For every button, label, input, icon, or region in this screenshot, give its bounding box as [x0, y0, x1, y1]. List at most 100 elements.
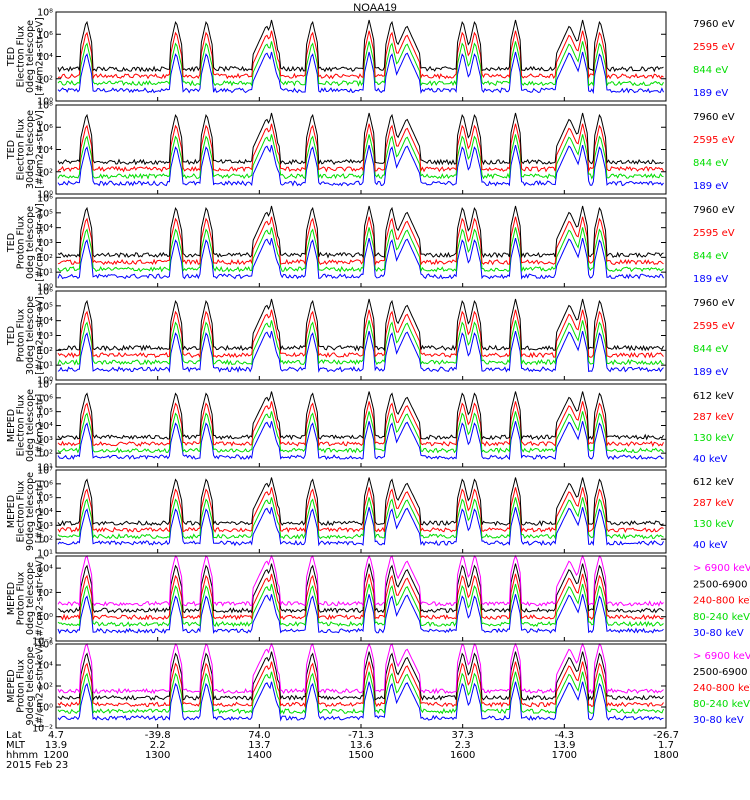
legend-entry: 189 eV [693, 367, 728, 378]
series-line-ted-e-30-3 [57, 144, 664, 187]
y-tick-label: 10¹ [37, 268, 53, 279]
y-tick-label: 10⁻² [32, 724, 53, 735]
y-label-line: [#/cm2-s-str-eV] [35, 17, 46, 96]
y-label-line: TED [6, 233, 17, 253]
y-label-line: [#/cm2-s-str] [35, 394, 46, 457]
legend-entry: 189 eV [693, 274, 728, 285]
series-line-meped-p-90-2 [57, 661, 664, 709]
y-tick-label: 10⁰ [37, 97, 53, 108]
series-line-ted-p-30-2 [57, 320, 664, 366]
y-tick-label: 10⁰ [37, 283, 53, 294]
y-label-line: TED [6, 326, 17, 346]
y-tick-label: 10⁶ [37, 640, 53, 651]
legend-entry: 2595 eV [693, 321, 735, 332]
y-label-line: 30deg telescope [25, 296, 36, 375]
series-line-ted-e-30-0 [57, 112, 664, 166]
legend-entry: 844 eV [693, 158, 728, 169]
y-tick-label: 10¹ [37, 549, 53, 560]
y-tick-label: 10² [37, 588, 53, 599]
series-line-ted-p-30-3 [57, 330, 664, 374]
footer-value: -39.8 [145, 730, 171, 741]
y-tick-label: 10⁶ [37, 287, 53, 298]
y-tick-label: 10⁸ [37, 8, 53, 19]
y-label-line: Electron Flux [16, 25, 27, 87]
series-line-ted-e-30-1 [57, 123, 664, 173]
footer-value: 37.3 [452, 730, 474, 741]
legend-entry: > 6900 keV [693, 563, 750, 574]
legend-entry: 612 keV [693, 477, 734, 488]
legend-entry: 287 keV [693, 498, 734, 509]
footer-value: -26.7 [653, 730, 679, 741]
series-line-meped-p-0-3 [57, 583, 664, 628]
y-tick-label: 10⁴ [37, 52, 53, 63]
y-tick-label: 10¹ [37, 361, 53, 372]
y-label-line: [#/cm2-s-str-eV] [35, 296, 46, 375]
panel-frame [55, 104, 667, 195]
y-label-line: [#/cm2-s-str-keV] [35, 644, 46, 728]
y-label-line: MEPED [6, 669, 17, 702]
legend-entry: 40 keV [693, 540, 727, 551]
footer-value: 1200 [43, 750, 68, 761]
series-line-ted-e-30-2 [57, 134, 664, 180]
y-label-line: Proton Flux [16, 215, 27, 269]
footer-value: 13.7 [248, 740, 270, 751]
series-line-meped-e-90-1 [57, 487, 664, 534]
y-tick-label: 10⁶ [37, 30, 53, 41]
y-tick-label: 10² [37, 253, 53, 264]
footer-value: 4.7 [48, 730, 64, 741]
footer-value: 1700 [552, 750, 577, 761]
legend-entry: 844 eV [693, 251, 728, 262]
panel-frame [55, 383, 667, 468]
y-label-line: MEPED [6, 582, 17, 615]
y-label-line: 0deg telescope [25, 562, 36, 635]
y-tick-label: 10⁴ [37, 145, 53, 156]
series-line-ted-p-30-1 [57, 309, 664, 359]
y-tick-label: 10² [37, 535, 53, 546]
y-tick-label: 10⁷ [37, 380, 53, 391]
series-line-meped-p-90-0 [57, 642, 664, 695]
y-tick-label: 10² [37, 167, 53, 178]
y-tick-label: 10⁶ [37, 393, 53, 404]
footer-row-label: MLT [6, 740, 26, 751]
y-tick-label: 10⁵ [37, 493, 53, 504]
series-line-meped-p-90-3 [57, 671, 664, 715]
legend-entry: > 6900 keV [693, 651, 750, 662]
y-tick-label: 10⁸ [37, 101, 53, 112]
panel-frame [55, 197, 667, 288]
y-tick-label: 10⁰ [37, 376, 53, 387]
legend-entry: 612 keV [693, 391, 734, 402]
y-tick-label: 10² [37, 74, 53, 85]
y-label-line: Proton Flux [16, 308, 27, 362]
series-line-ted-e-0-0 [57, 19, 664, 73]
chart-title: NOAA19 [353, 2, 397, 14]
y-tick-label: 10⁶ [37, 123, 53, 134]
legend-entry: 40 keV [693, 454, 727, 465]
legend-entry: 2500-6900 [693, 579, 748, 590]
y-tick-label: 10⁵ [37, 208, 53, 219]
y-tick-label: 10⁶ [37, 194, 53, 205]
footer-value: 1.7 [658, 740, 674, 751]
legend-entry: 2595 eV [693, 228, 735, 239]
series-line-meped-p-0-2 [57, 573, 664, 622]
series-line-meped-e-0-3 [57, 421, 664, 461]
y-tick-label: 10² [37, 346, 53, 357]
y-tick-label: 10⁴ [37, 316, 53, 327]
footer-value: -4.3 [555, 730, 575, 741]
panel-frame [55, 290, 667, 381]
y-label-line: 90deg telescope [25, 472, 36, 551]
series-line-ted-p-0-1 [57, 216, 664, 267]
series-line-meped-e-0-1 [57, 401, 664, 448]
series-line-meped-e-0-0 [57, 391, 664, 441]
y-label-line: Proton Flux [16, 659, 27, 713]
y-tick-label: 10² [37, 682, 53, 693]
footer-row-label: hhmm [6, 750, 38, 761]
